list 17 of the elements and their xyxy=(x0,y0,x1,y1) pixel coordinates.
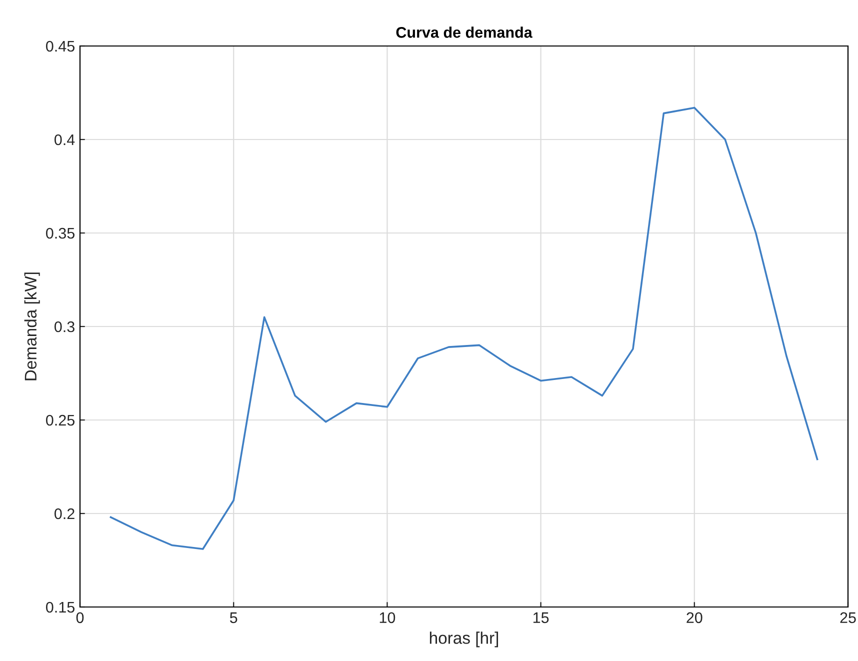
x-tick-label: 25 xyxy=(840,612,856,624)
y-tick-label: 0.15 xyxy=(46,602,74,613)
y-tick-label: 0.35 xyxy=(46,228,74,239)
y-tick-label: 0.3 xyxy=(54,321,74,332)
x-tick-label: 5 xyxy=(230,612,238,624)
y-tick-label: 0.25 xyxy=(46,414,74,426)
x-tick-label: 0 xyxy=(76,612,84,624)
line-series xyxy=(110,106,818,550)
y-tick-label: 0.45 xyxy=(46,40,74,52)
chart-title: Curva de demanda xyxy=(396,26,532,38)
x-tick-label: 20 xyxy=(686,612,702,624)
x-tick-label: 15 xyxy=(533,612,549,624)
x-tick-label: 10 xyxy=(380,612,396,624)
y-tick-label: 0.4 xyxy=(54,134,75,146)
y-tick-label: 0.2 xyxy=(54,508,74,520)
y-axis-title: Demanda [kW] xyxy=(24,272,40,380)
x-axis-title: horas [hr] xyxy=(430,632,498,648)
